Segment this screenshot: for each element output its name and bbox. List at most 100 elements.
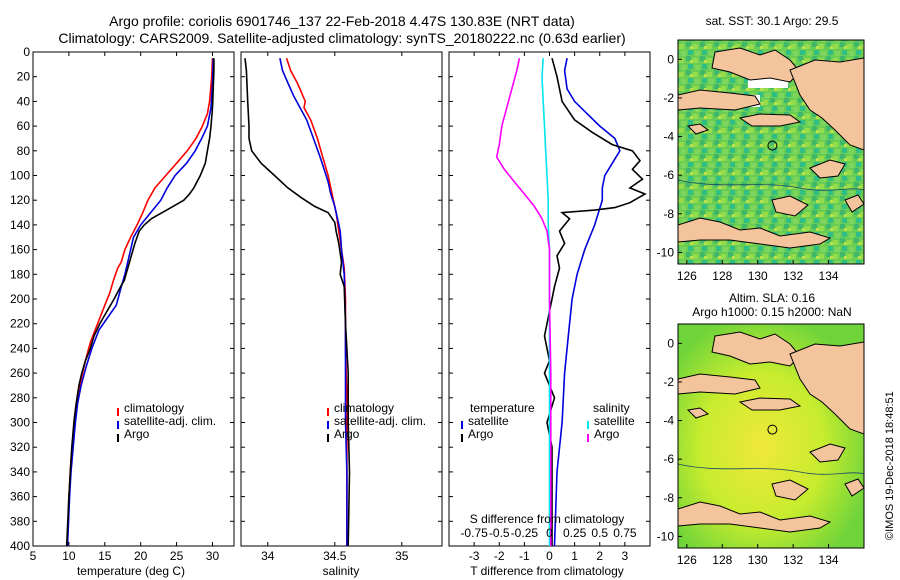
sst-missing-data [748, 78, 788, 88]
temperature-plot-frame [32, 51, 235, 547]
land-mass [678, 89, 761, 111]
x2-tick-label: 0 [546, 526, 553, 540]
sla-map-panel: Altim. SLA: 0.16 Argo h1000: 0.15 h2000:… [657, 291, 865, 567]
x-tick-label: 35 [395, 549, 409, 563]
x2-tick-label: -0.5 [489, 526, 510, 540]
x-tick-label: 25 [170, 549, 184, 563]
land-mass [686, 123, 710, 135]
temperature-panel: 0 20 40 60 80 100 120 140 160 180 200 220 240 260 280 3… [10, 45, 235, 578]
series-line-argo [65, 58, 215, 547]
legend-text-argo: Argo [124, 427, 150, 441]
y-tick-label: 260 [10, 366, 30, 380]
legend-text-argo: Argo [334, 427, 360, 441]
x-tick-label: 1 [571, 549, 578, 563]
x2-tick-label: -0.25 [511, 526, 539, 540]
salinity-panel: 34 34.5 35 salinity climatology satellite-… [240, 51, 443, 578]
x2-tick-label: -0.75 [460, 526, 488, 540]
map-y-tick-label: -2 [663, 375, 674, 389]
land-mass [738, 113, 802, 127]
y-tick-label: 80 [17, 144, 31, 158]
land-mass [789, 341, 864, 435]
salinity-plot-frame [240, 51, 443, 547]
legend-text-satellite-adj: satellite-adj. clim. [124, 414, 216, 428]
legend-text-satellite-adj: satellite-adj. clim. [334, 414, 426, 428]
series-line-argo [244, 58, 351, 547]
x-tick-label: 15 [98, 549, 112, 563]
x-tick-label: 0 [546, 549, 553, 563]
argo-position-marker [767, 140, 778, 151]
y-tick-label: 180 [10, 267, 30, 281]
series-line-t-satellite [553, 58, 621, 547]
map-x-tick-label: 130 [748, 553, 768, 567]
legend-text-s-satellite: satellite [594, 414, 635, 428]
land-mass [844, 194, 864, 213]
x-tick-label: 34.5 [323, 549, 347, 563]
sla-map-title: Altim. SLA: 0.16 [729, 291, 815, 305]
sla-map-frame [677, 323, 865, 549]
y-tick-label: 300 [10, 416, 30, 430]
x2-tick-label: 0.75 [613, 526, 637, 540]
y-tick-label: 240 [10, 341, 30, 355]
argo-position-marker [767, 424, 778, 435]
y-tick-label: 20 [17, 70, 31, 84]
map-x-tick-label: 132 [783, 553, 803, 567]
land-mass [771, 479, 809, 501]
land-mass [678, 217, 832, 249]
land-mass [678, 501, 832, 533]
y-tick-label: 280 [10, 391, 30, 405]
y-tick-label: 320 [10, 440, 30, 454]
legend-text-s-argo: Argo [594, 427, 620, 441]
y-tick-label: 120 [10, 193, 30, 207]
difference-legend: temperature satellite Argo salinity sate… [461, 401, 635, 442]
map-y-tick-label: -2 [663, 91, 674, 105]
y-tick-label: 160 [10, 243, 30, 257]
x-tick-label: 34 [261, 549, 275, 563]
sla-isobath [678, 463, 864, 475]
series-line-satellite-adj-clim- [66, 58, 214, 547]
land-mass [809, 443, 846, 463]
temperature-legend: climatology satellite-adj. clim. Argo [117, 401, 216, 442]
y-tick-label: 60 [17, 119, 31, 133]
series-line-s-argo [495, 58, 552, 546]
map-x-tick-label: 134 [819, 553, 839, 567]
x-tick-label: 2 [596, 549, 603, 563]
x-tick-label: 30 [206, 549, 220, 563]
land-mass [738, 397, 802, 411]
x-tick-label: 3 [622, 549, 629, 563]
map-y-tick-label: -8 [663, 491, 674, 505]
y-tick-label: 360 [10, 490, 30, 504]
sla-map-subtitle: Argo h1000: 0.15 h2000: NaN [692, 305, 851, 319]
temperature-xlabel: temperature (deg C) [77, 564, 185, 578]
x-tick-label: -3 [469, 549, 480, 563]
land-mass [789, 57, 864, 151]
x-tick-label: -2 [494, 549, 505, 563]
sst-isobath [678, 179, 864, 191]
sst-land [678, 47, 864, 249]
map-x-tick-label: 130 [748, 269, 768, 283]
difference-xlabel: T difference from climatology [470, 564, 624, 578]
sst-map-frame [677, 39, 865, 265]
x-tick-label: 10 [62, 549, 76, 563]
legend-text-climatology: climatology [124, 401, 184, 415]
y-tick-label: 340 [10, 465, 30, 479]
difference-x2label: S difference from climatology [470, 512, 625, 526]
y-tick-label: 400 [10, 539, 30, 553]
difference-panel: -3 -2 -1 0 1 2 3 T difference from climatology… [448, 51, 651, 578]
land-mass [686, 407, 710, 419]
map-y-tick-label: -10 [657, 529, 675, 543]
sst-map-panel: sat. SST: 30.1 Argo: 29.5 126 128 130 132 13… [657, 14, 865, 283]
y-tick-label: 140 [10, 218, 30, 232]
salinity-legend: climatology satellite-adj. clim. Argo [327, 401, 426, 442]
x-tick-label: -1 [519, 549, 530, 563]
y-tick-label: 100 [10, 169, 30, 183]
legend-text-t-satellite: satellite [468, 414, 509, 428]
map-y-tick-label: -4 [663, 414, 674, 428]
legend-text-t-argo: Argo [468, 427, 494, 441]
map-y-tick-label: -4 [663, 130, 674, 144]
imos-timestamp: ©IMOS 19-Dec-2018 18:48:51 [884, 391, 896, 540]
x2-tick-label: 0.25 [563, 526, 587, 540]
legend-title-salinity: salinity [593, 401, 630, 415]
y-tick-label: 380 [10, 514, 30, 528]
figure-title-line1: Argo profile: coriolis 6901746_137 22-Fe… [109, 13, 575, 29]
y-tick-label: 220 [10, 317, 30, 331]
